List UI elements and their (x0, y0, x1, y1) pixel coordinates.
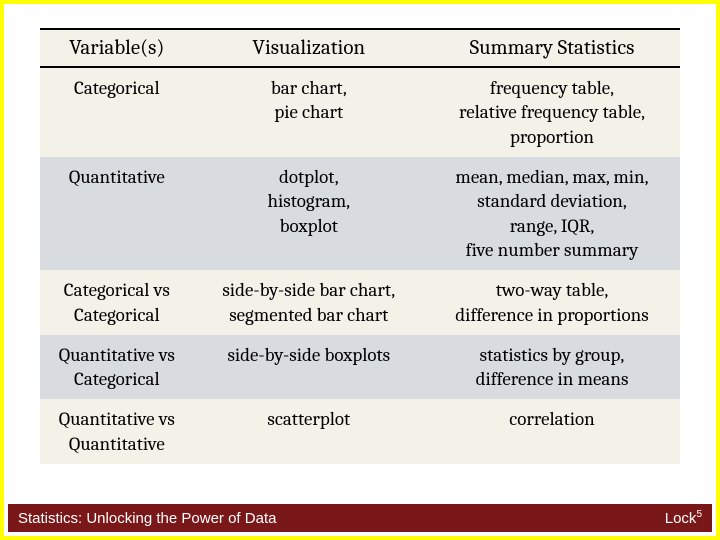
footer-title: Statistics: Unlocking the Power of Data (18, 510, 276, 527)
cell-summary: frequency table,relative frequency table… (424, 67, 680, 157)
cell-summary: correlation (424, 399, 680, 464)
col-header-summary: Summary Statistics (424, 29, 680, 67)
table-row: Categorical vsCategorical side-by-side b… (40, 270, 680, 335)
stats-table: Variable(s) Visualization Summary Statis… (40, 28, 680, 464)
cell-variable: Categorical (40, 67, 194, 157)
table-row: Quantitative dotplot,histogram,boxplot m… (40, 157, 680, 270)
col-header-variable: Variable(s) (40, 29, 194, 67)
cell-variable: Categorical vsCategorical (40, 270, 194, 335)
cell-summary: two-way table,difference in proportions (424, 270, 680, 335)
cell-visualization: dotplot,histogram,boxplot (194, 157, 424, 270)
cell-summary: statistics by group,difference in means (424, 335, 680, 400)
footer-bar: Statistics: Unlocking the Power of Data … (8, 504, 712, 532)
cell-variable: Quantitative vsQuantitative (40, 399, 194, 464)
cell-summary: mean, median, max, min,standard deviatio… (424, 157, 680, 270)
cell-visualization: side-by-side boxplots (194, 335, 424, 400)
footer-brand-sup: 5 (696, 509, 702, 520)
cell-visualization: side-by-side bar chart,segmented bar cha… (194, 270, 424, 335)
col-header-visualization: Visualization (194, 29, 424, 67)
table-container: Variable(s) Visualization Summary Statis… (4, 4, 716, 464)
cell-visualization: scatterplot (194, 399, 424, 464)
table-row: Categorical bar chart,pie chart frequenc… (40, 67, 680, 157)
footer-brand: Lock5 (665, 509, 702, 527)
table-row: Quantitative vsCategorical side-by-side … (40, 335, 680, 400)
table-row: Quantitative vsQuantitative scatterplot … (40, 399, 680, 464)
table-header-row: Variable(s) Visualization Summary Statis… (40, 29, 680, 67)
cell-variable: Quantitative (40, 157, 194, 270)
cell-variable: Quantitative vsCategorical (40, 335, 194, 400)
cell-visualization: bar chart,pie chart (194, 67, 424, 157)
footer-brand-base: Lock (665, 510, 697, 527)
table-body: Categorical bar chart,pie chart frequenc… (40, 67, 680, 464)
